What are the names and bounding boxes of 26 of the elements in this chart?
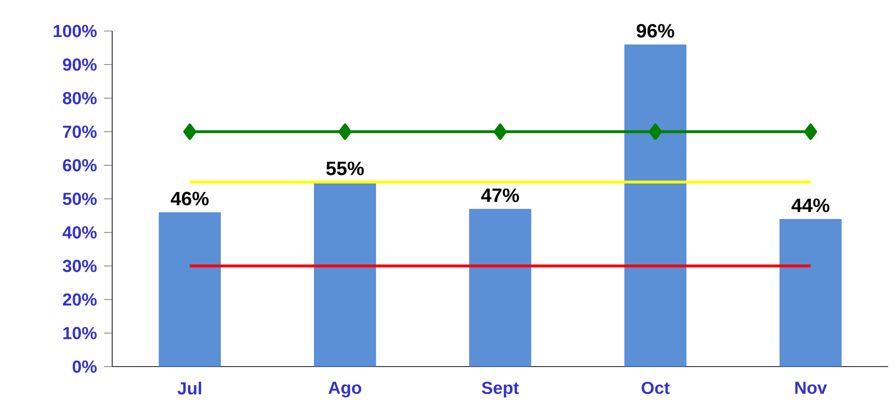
y-tick-label: 0% [72, 360, 97, 374]
y-tick-label: 50% [62, 192, 97, 206]
y-tick-label: 30% [62, 260, 97, 272]
x-tick-label: Sept [482, 382, 519, 398]
y-tick-label: 60% [62, 159, 97, 172]
bar [158, 212, 221, 367]
y-tick-label: 90% [62, 58, 97, 71]
data-label: 44% [792, 198, 830, 212]
bar [624, 44, 686, 367]
bar [780, 219, 842, 367]
data-label: 96% [636, 24, 674, 38]
data-label: 55% [326, 162, 364, 176]
data-label: 47% [481, 188, 520, 202]
y-tick-label: 10% [63, 327, 97, 340]
data-label: 46% [170, 192, 209, 206]
x-tick-label: Oct [642, 382, 670, 394]
y-tick-label: 20% [62, 294, 97, 306]
y-tick-label: 100% [54, 25, 97, 38]
bar [469, 209, 532, 367]
x-tick-label: Nov [795, 382, 827, 394]
y-tick-label: 70% [63, 126, 97, 138]
bar [314, 182, 376, 367]
x-tick-label: Jul [178, 382, 202, 395]
y-tick-label: 40% [62, 226, 97, 239]
x-tick-label: Ago [328, 382, 362, 398]
y-tick-label: 80% [62, 92, 97, 105]
